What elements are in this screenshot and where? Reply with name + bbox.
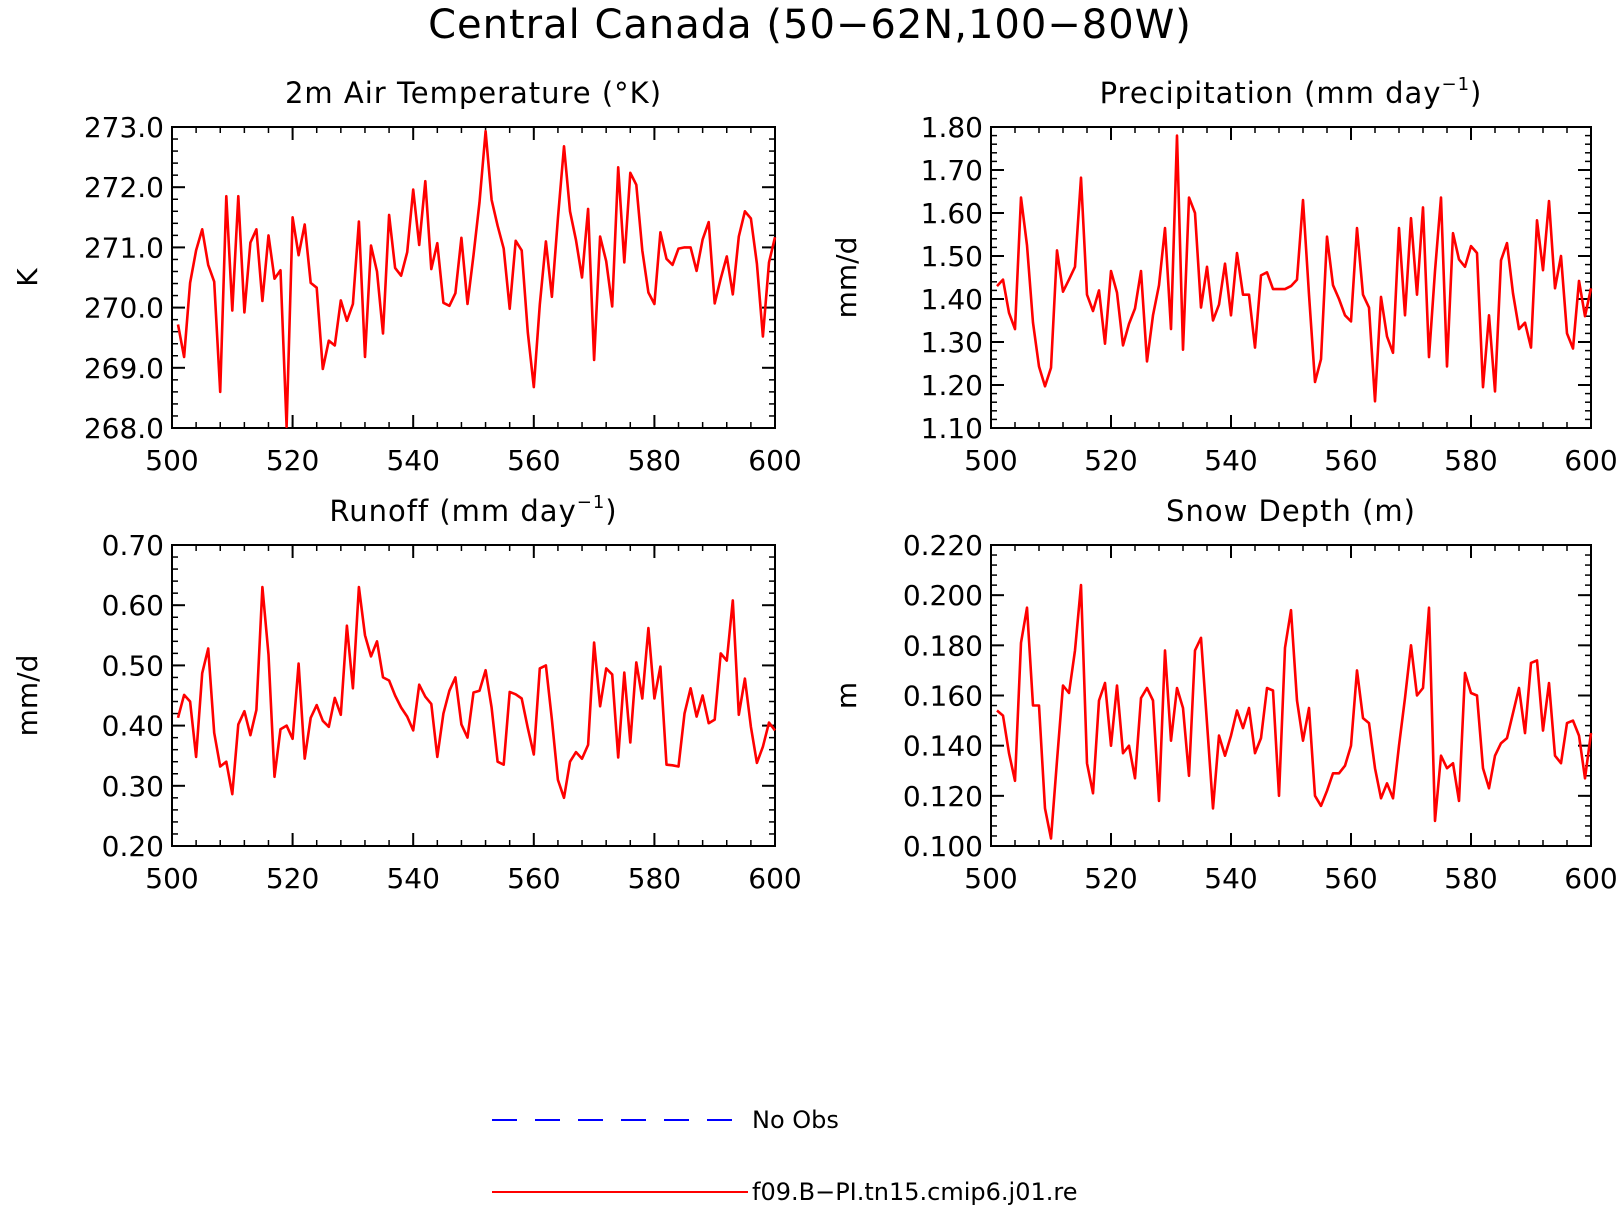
x-tick-label: 600	[1564, 444, 1617, 477]
x-tick-label: 540	[1204, 444, 1257, 477]
plot-frame	[171, 544, 776, 847]
panel-title: Runoff (mm day−1)	[329, 492, 617, 528]
panel-precipitation: Precipitation (mm day−1) mm/d 500 520 540 560…	[830, 74, 1618, 477]
series-line	[996, 134, 1593, 403]
x-tick-label: 580	[1444, 862, 1497, 895]
x-tick-label: 520	[266, 444, 319, 477]
y-tick-label: 0.160	[903, 680, 983, 713]
panel-title-superscript: −1	[577, 492, 606, 513]
legend-label-model: f09.B−PI.tn15.cmip6.j01.re	[752, 1178, 1077, 1205]
y-tick-label: 0.120	[903, 780, 983, 813]
y-tick-label: 0.30	[102, 770, 164, 803]
plot-frame	[990, 126, 1592, 429]
series-line	[176, 129, 777, 429]
y-axis-label: m	[830, 682, 863, 709]
x-tick-label: 580	[1444, 444, 1497, 477]
x-tick-label: 560	[1324, 444, 1377, 477]
y-tick-label: 0.100	[903, 830, 983, 863]
panel-title: Snow Depth (m)	[1166, 494, 1416, 528]
x-tick-label: 500	[145, 444, 198, 477]
y-tick-label: 0.20	[102, 830, 164, 863]
y-tick-label: 0.200	[903, 579, 983, 612]
y-tick-label: 0.180	[903, 629, 983, 662]
y-tick-label: 0.140	[903, 730, 983, 763]
panel-title-main: 2m Air Temperature (°K)	[285, 76, 662, 110]
figure-title: Central Canada (50−62N,100−80W)	[428, 2, 1192, 48]
panel-snow-depth: Snow Depth (m) m 500 520 540 560 580 600 0.100 0.…	[830, 494, 1618, 895]
y-tick-label: 0.50	[102, 649, 164, 682]
legend: No Obs f09.B−PI.tn15.cmip6.j01.re	[492, 1106, 1077, 1205]
panel-air-temperature: 2m Air Temperature (°K) K 500 520 540 560 580 6…	[11, 76, 802, 477]
x-tick-label: 560	[507, 862, 560, 895]
y-tick-label: 1.30	[921, 326, 983, 359]
x-tick-label: 560	[507, 444, 560, 477]
y-tick-label: 0.60	[102, 589, 164, 622]
series-line	[996, 583, 1593, 840]
y-tick-label: 1.40	[921, 283, 983, 316]
y-tick-label: 273.0	[84, 111, 164, 144]
panel-runoff: Runoff (mm day−1) mm/d 500 520 540 560 580 600 0…	[11, 492, 802, 895]
y-tick-label: 271.0	[84, 231, 164, 264]
x-tick-label: 500	[964, 862, 1017, 895]
series-line	[176, 585, 777, 800]
y-tick-label: 1.80	[921, 111, 983, 144]
panel-title-main: Snow Depth (m)	[1166, 494, 1416, 528]
x-tick-label: 580	[628, 444, 681, 477]
x-tick-label: 520	[266, 862, 319, 895]
x-tick-label: 600	[748, 862, 801, 895]
y-tick-label: 272.0	[84, 171, 164, 204]
panel-title-main: Runoff (mm day	[329, 494, 576, 528]
y-tick-label: 270.0	[84, 292, 164, 325]
panel-title-superscript: −1	[1441, 74, 1470, 95]
y-tick-label: 1.20	[921, 369, 983, 402]
y-tick-label: 0.70	[102, 529, 164, 562]
panel-title-main: Precipitation (mm day	[1100, 76, 1442, 110]
x-tick-label: 600	[1564, 862, 1617, 895]
plot-frame	[171, 126, 776, 429]
y-tick-label: 1.50	[921, 240, 983, 273]
x-tick-label: 520	[1084, 862, 1137, 895]
x-tick-label: 500	[964, 444, 1017, 477]
y-axis-label: mm/d	[11, 655, 44, 737]
y-tick-label: 269.0	[84, 352, 164, 385]
y-tick-label: 0.40	[102, 710, 164, 743]
panel-title-end: )	[1470, 76, 1482, 110]
y-tick-label: 1.70	[921, 154, 983, 187]
x-tick-label: 500	[145, 862, 198, 895]
legend-label-no-obs: No Obs	[752, 1106, 839, 1134]
x-tick-label: 540	[386, 444, 439, 477]
panel-title-end: )	[605, 494, 617, 528]
x-tick-label: 560	[1324, 862, 1377, 895]
y-tick-label: 0.220	[903, 529, 983, 562]
x-tick-label: 580	[628, 862, 681, 895]
x-tick-label: 520	[1084, 444, 1137, 477]
panel-title: Precipitation (mm day−1)	[1100, 74, 1483, 110]
x-tick-label: 540	[386, 862, 439, 895]
panel-title: 2m Air Temperature (°K)	[285, 76, 662, 110]
x-tick-label: 600	[748, 444, 801, 477]
x-tick-label: 540	[1204, 862, 1257, 895]
y-tick-label: 268.0	[84, 412, 164, 445]
y-tick-label: 1.10	[921, 412, 983, 445]
y-tick-label: 1.60	[921, 197, 983, 230]
y-axis-label: K	[11, 268, 44, 287]
y-axis-label: mm/d	[830, 237, 863, 319]
